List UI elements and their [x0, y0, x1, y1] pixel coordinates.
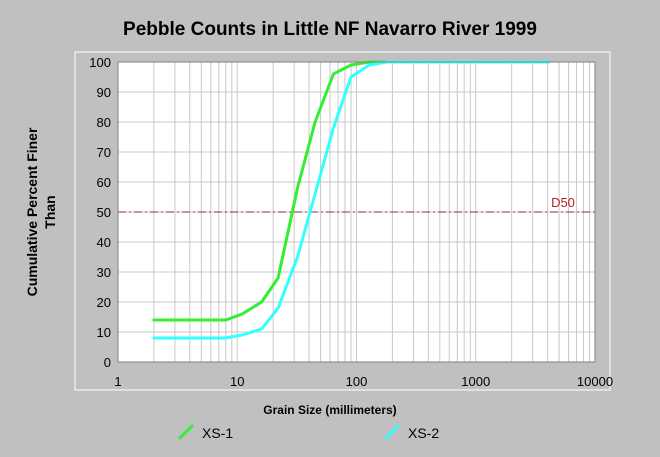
- legend-label: XS-1: [202, 425, 233, 441]
- x-tick-label: 10: [230, 374, 244, 389]
- plot-border: [117, 61, 596, 363]
- x-tick-label: 1000: [461, 374, 490, 389]
- y-tick-label: 90: [97, 85, 111, 100]
- legend-swatch: [384, 424, 400, 440]
- x-tick-label: 100: [346, 374, 368, 389]
- reference-line-group: D50: [118, 195, 595, 213]
- y-tick-label: 40: [97, 235, 111, 250]
- y-axis-label-line-2: Than: [42, 195, 58, 228]
- y-tick-label: 20: [97, 295, 111, 310]
- y-axis-label-line-1: Cumulative Percent Finer: [24, 127, 40, 296]
- y-tick-label: 80: [97, 115, 111, 130]
- y-tick-label: 50: [97, 205, 111, 220]
- y-tick-label: 100: [89, 55, 111, 70]
- legend-item-xs-2: XS-2: [384, 424, 439, 441]
- d50-label: D50: [551, 195, 575, 210]
- legend-swatch: [178, 424, 194, 440]
- y-tick-label: 0: [104, 355, 111, 370]
- y-tick-labels: 0 10 20 30 40 50 60 70 80 90 100: [89, 55, 111, 370]
- legend: XS-1 XS-2: [178, 424, 439, 441]
- legend-item-xs-1: XS-1: [178, 424, 233, 441]
- y-tick-label: 70: [97, 145, 111, 160]
- x-tick-label: 10000: [577, 374, 613, 389]
- y-tick-label: 10: [97, 325, 111, 340]
- x-tick-label: 1: [114, 374, 121, 389]
- x-tick-labels: 1 10 100 1000 10000: [114, 374, 613, 389]
- y-tick-label: 30: [97, 265, 111, 280]
- y-axis-label: Cumulative Percent Finer Than: [24, 127, 58, 296]
- x-axis-label: Grain Size (millimeters): [263, 403, 396, 417]
- chart-title: Pebble Counts in Little NF Navarro River…: [123, 19, 537, 40]
- y-tick-label: 60: [97, 175, 111, 190]
- legend-label: XS-2: [408, 425, 439, 441]
